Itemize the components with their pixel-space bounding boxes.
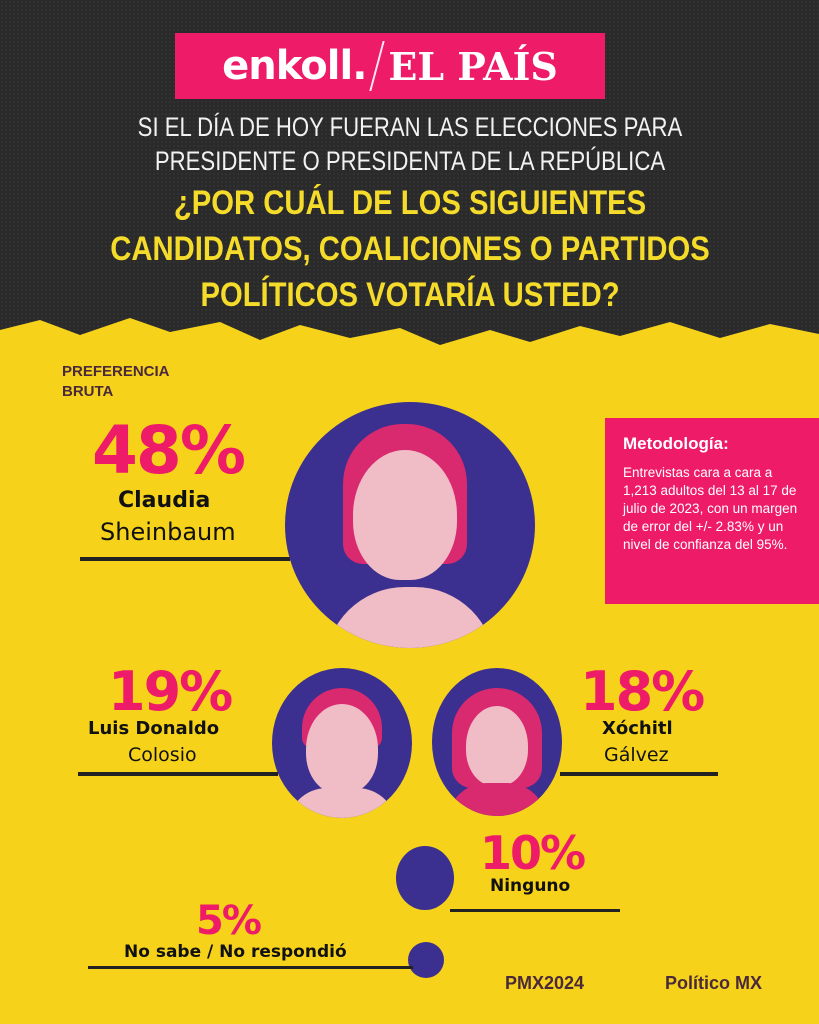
underline-colosio bbox=[78, 772, 278, 776]
name-colosio-first: Luis Donaldo bbox=[88, 718, 220, 739]
pct-colosio: 19% bbox=[108, 660, 233, 723]
label-ninguno: Ninguno bbox=[490, 876, 571, 896]
pct-no-sabe: 5% bbox=[196, 898, 262, 944]
methodology-box: Metodología: Entrevistas cara a cara a 1… bbox=[605, 418, 819, 604]
name-colosio-last: Colosio bbox=[128, 744, 197, 766]
question-main: ¿Por cuál de los siguientes candidatos, … bbox=[110, 184, 710, 314]
logo-divider bbox=[369, 41, 386, 91]
name-sheinbaum-first: Claudia bbox=[118, 488, 211, 513]
name-galvez-last: Gálvez bbox=[604, 744, 669, 766]
brand-logo: enkoll. EL PAÍS bbox=[175, 33, 605, 99]
footer-politico-mx: Político MX bbox=[665, 973, 763, 993]
name-sheinbaum-last: Sheinbaum bbox=[100, 518, 236, 546]
underline-ninguno bbox=[450, 909, 620, 912]
label-no-sabe: No sabe / No respondió bbox=[124, 942, 347, 962]
el-pais-logo: EL PAÍS bbox=[388, 43, 558, 89]
question-intro: Si el día de hoy fueran las elecciones p… bbox=[137, 112, 683, 176]
bubble-ninguno bbox=[396, 846, 454, 910]
underline-no-sabe bbox=[88, 966, 413, 969]
name-galvez-first: Xóchitl bbox=[602, 718, 673, 739]
portrait-galvez bbox=[432, 668, 562, 816]
enkoll-logo: enkoll. bbox=[222, 43, 367, 89]
methodology-body: Entrevistas cara a cara a 1,213 adultos … bbox=[623, 465, 798, 552]
portrait-colosio bbox=[272, 668, 412, 818]
torn-paper-edge bbox=[0, 318, 819, 380]
footer-pmx2024: PMX2024 bbox=[505, 973, 585, 993]
underline-sheinbaum bbox=[80, 557, 290, 561]
underline-galvez bbox=[560, 772, 718, 776]
pct-sheinbaum: 48% bbox=[92, 412, 246, 489]
pct-galvez: 18% bbox=[580, 660, 705, 723]
methodology-title: Metodología: bbox=[623, 434, 729, 453]
portrait-sheinbaum bbox=[285, 402, 535, 648]
pct-ninguno: 10% bbox=[480, 826, 586, 880]
section-label: PREFERENCIA BRUTA bbox=[62, 363, 169, 400]
bubble-no-sabe bbox=[408, 942, 444, 978]
